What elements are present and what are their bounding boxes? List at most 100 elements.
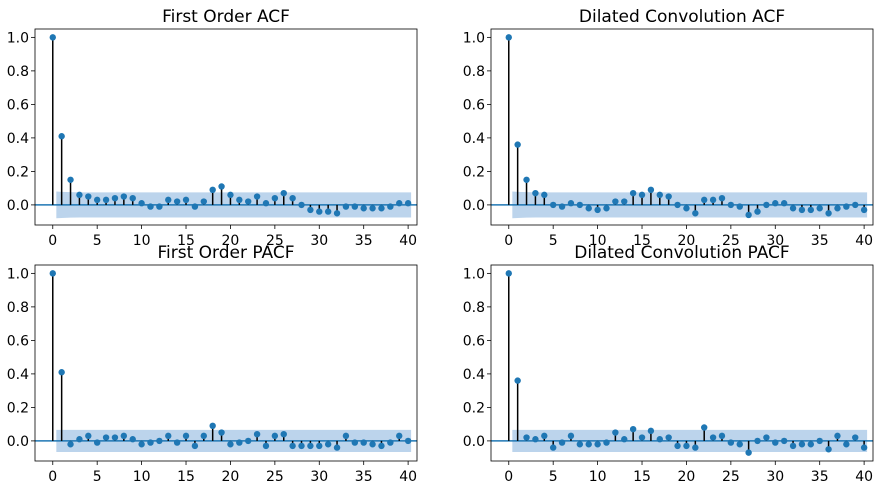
first-order-pacf-point bbox=[93, 439, 101, 446]
first-order-acf-plot-area bbox=[35, 34, 417, 219]
dilated-convolution-pacf-x-tick-label: 40 bbox=[855, 469, 873, 485]
first-order-acf-point bbox=[191, 203, 199, 210]
first-order-pacf-point bbox=[289, 442, 296, 450]
dilated-convolution-acf-point bbox=[674, 201, 681, 209]
dilated-convolution-acf-point bbox=[576, 201, 584, 209]
dilated-convolution-pacf-y-tick-label: 0.2 bbox=[463, 400, 485, 416]
first-order-pacf-y-tick-label: 0.4 bbox=[7, 367, 29, 383]
dilated-convolution-pacf-panel: 0 5 10 15 20 25 30 35 40 0.0 0.2 0.4 0.6 0.8 1.0 Dilate… bbox=[463, 243, 874, 485]
dilated-convolution-pacf-point bbox=[772, 439, 779, 446]
dilated-convolution-acf-point bbox=[860, 206, 868, 214]
first-order-acf-point bbox=[67, 176, 74, 183]
first-order-pacf-plot-area bbox=[35, 270, 417, 452]
dilated-convolution-acf-point bbox=[567, 200, 575, 207]
dilated-convolution-pacf-point bbox=[558, 439, 566, 446]
dilated-convolution-acf-point bbox=[665, 193, 672, 200]
dilated-convolution-pacf-y-tick-label: 0.4 bbox=[463, 367, 485, 383]
first-order-acf-point bbox=[404, 200, 412, 207]
first-order-pacf-x-tick-label: 5 bbox=[93, 469, 102, 485]
first-order-pacf-point bbox=[245, 437, 252, 445]
dilated-convolution-acf-point bbox=[754, 208, 761, 215]
dilated-convolution-acf-point bbox=[736, 203, 743, 210]
first-order-acf-point bbox=[129, 194, 136, 202]
dilated-convolution-acf-axes-frame bbox=[490, 28, 874, 226]
first-order-pacf-y-tick-label: 0.6 bbox=[7, 333, 29, 349]
dilated-convolution-acf-point bbox=[843, 203, 850, 210]
first-order-pacf-point bbox=[378, 442, 385, 450]
first-order-pacf-x-tick-label: 15 bbox=[177, 469, 195, 485]
dilated-convolution-pacf-point bbox=[674, 442, 681, 450]
dilated-convolution-pacf-point bbox=[745, 449, 752, 456]
first-order-pacf-point bbox=[333, 444, 341, 451]
dilated-convolution-acf-point bbox=[594, 206, 601, 214]
first-order-acf-point bbox=[236, 196, 243, 204]
dilated-convolution-pacf-x-tick-label: 10 bbox=[589, 469, 607, 485]
dilated-convolution-acf-x-tick-label: 5 bbox=[549, 233, 558, 249]
first-order-pacf-point bbox=[156, 437, 163, 445]
dilated-convolution-acf-point bbox=[763, 201, 770, 209]
dilated-convolution-pacf-point bbox=[567, 432, 575, 440]
first-order-pacf-point bbox=[404, 437, 412, 445]
first-order-acf-point bbox=[316, 208, 323, 215]
first-order-acf-point bbox=[307, 206, 314, 214]
dilated-convolution-acf-point bbox=[629, 189, 637, 197]
dilated-convolution-acf-point bbox=[727, 201, 735, 209]
dilated-convolution-acf-plot-area bbox=[491, 34, 873, 219]
dilated-convolution-pacf-point bbox=[576, 441, 584, 448]
first-order-acf-point bbox=[76, 191, 83, 199]
dilated-convolution-pacf-point bbox=[505, 270, 512, 277]
dilated-convolution-pacf-y-tick-label: 0.0 bbox=[463, 434, 485, 450]
first-order-pacf-point bbox=[165, 432, 172, 440]
first-order-acf-x-tick-label: 15 bbox=[177, 233, 195, 249]
dilated-convolution-pacf-point bbox=[852, 434, 859, 441]
first-order-acf-y-tick-label: 0.6 bbox=[7, 97, 29, 113]
dilated-convolution-pacf-point bbox=[834, 432, 841, 440]
first-order-acf-point bbox=[280, 189, 287, 197]
dilated-convolution-acf-x-tick-label: 15 bbox=[633, 233, 651, 249]
first-order-pacf-x-tick-label: 25 bbox=[266, 469, 284, 485]
first-order-pacf-point bbox=[396, 432, 403, 440]
first-order-pacf-title: First Order PACF bbox=[157, 243, 294, 263]
dilated-convolution-pacf-plot-area bbox=[491, 270, 873, 456]
dilated-convolution-acf-point bbox=[638, 191, 646, 199]
first-order-pacf-point bbox=[129, 436, 136, 443]
dilated-convolution-acf-point bbox=[789, 205, 797, 212]
dilated-convolution-acf-y-tick-label: 1.0 bbox=[463, 30, 485, 46]
first-order-pacf-point bbox=[111, 434, 119, 441]
first-order-acf-point bbox=[49, 34, 56, 41]
dilated-convolution-pacf-point bbox=[514, 377, 521, 384]
dilated-convolution-acf-x-tick-label: 30 bbox=[766, 233, 784, 249]
dilated-convolution-pacf-point bbox=[638, 434, 646, 441]
dilated-convolution-pacf-x-tick-label: 20 bbox=[678, 469, 696, 485]
first-order-pacf-point bbox=[342, 432, 350, 440]
first-order-acf-point bbox=[245, 198, 252, 205]
dilated-convolution-pacf-point bbox=[612, 429, 619, 436]
dilated-convolution-pacf-y-tick-label: 0.8 bbox=[463, 300, 485, 316]
dilated-convolution-acf-y-tick-label: 0.6 bbox=[463, 97, 485, 113]
first-order-pacf-point bbox=[85, 432, 92, 440]
dilated-convolution-pacf-point bbox=[807, 441, 815, 448]
dilated-convolution-acf-point bbox=[585, 205, 592, 212]
first-order-pacf-point bbox=[369, 441, 376, 448]
first-order-acf-point bbox=[342, 203, 350, 210]
dilated-convolution-acf-point bbox=[772, 200, 779, 207]
first-order-pacf-point bbox=[307, 442, 314, 450]
first-order-pacf-y-tick-label: 0.8 bbox=[7, 300, 29, 316]
first-order-acf-point bbox=[271, 194, 279, 202]
dilated-convolution-acf-point bbox=[807, 206, 815, 214]
first-order-acf-point bbox=[173, 198, 181, 205]
first-order-acf-panel: 0 5 10 15 20 25 30 35 40 0.0 0.2 0.4 0.6 0.8 1.0 First … bbox=[7, 7, 418, 249]
dilated-convolution-acf-y-tick-label: 0.0 bbox=[463, 198, 485, 214]
first-order-acf-point bbox=[156, 203, 163, 210]
dilated-convolution-pacf-point bbox=[718, 432, 726, 440]
first-order-acf-point bbox=[111, 194, 119, 202]
first-order-acf-title: First Order ACF bbox=[162, 7, 290, 27]
dilated-convolution-pacf-point bbox=[594, 441, 601, 448]
first-order-acf-point bbox=[165, 196, 172, 204]
dilated-convolution-pacf-y-tick-label: 0.6 bbox=[463, 333, 485, 349]
first-order-acf-y-tick-label: 1.0 bbox=[7, 30, 29, 46]
dilated-convolution-pacf-x-tick-label: 35 bbox=[811, 469, 829, 485]
first-order-pacf-y-tick-label: 0.0 bbox=[7, 434, 29, 450]
dilated-convolution-pacf-point bbox=[523, 434, 530, 441]
dilated-convolution-pacf-point bbox=[585, 441, 592, 448]
